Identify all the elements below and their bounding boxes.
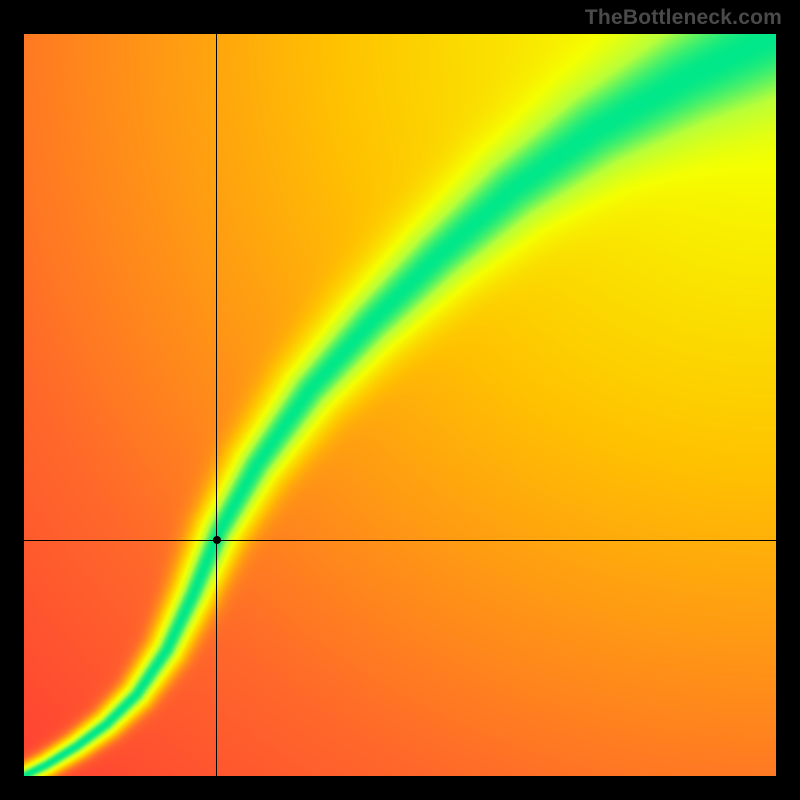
crosshair-horizontal <box>24 540 776 541</box>
crosshair-vertical <box>216 34 217 776</box>
watermark-text: TheBottleneck.com <box>585 6 782 30</box>
crosshair-point <box>213 536 221 544</box>
heatmap-canvas <box>24 34 776 776</box>
heatmap-plot <box>24 34 776 776</box>
